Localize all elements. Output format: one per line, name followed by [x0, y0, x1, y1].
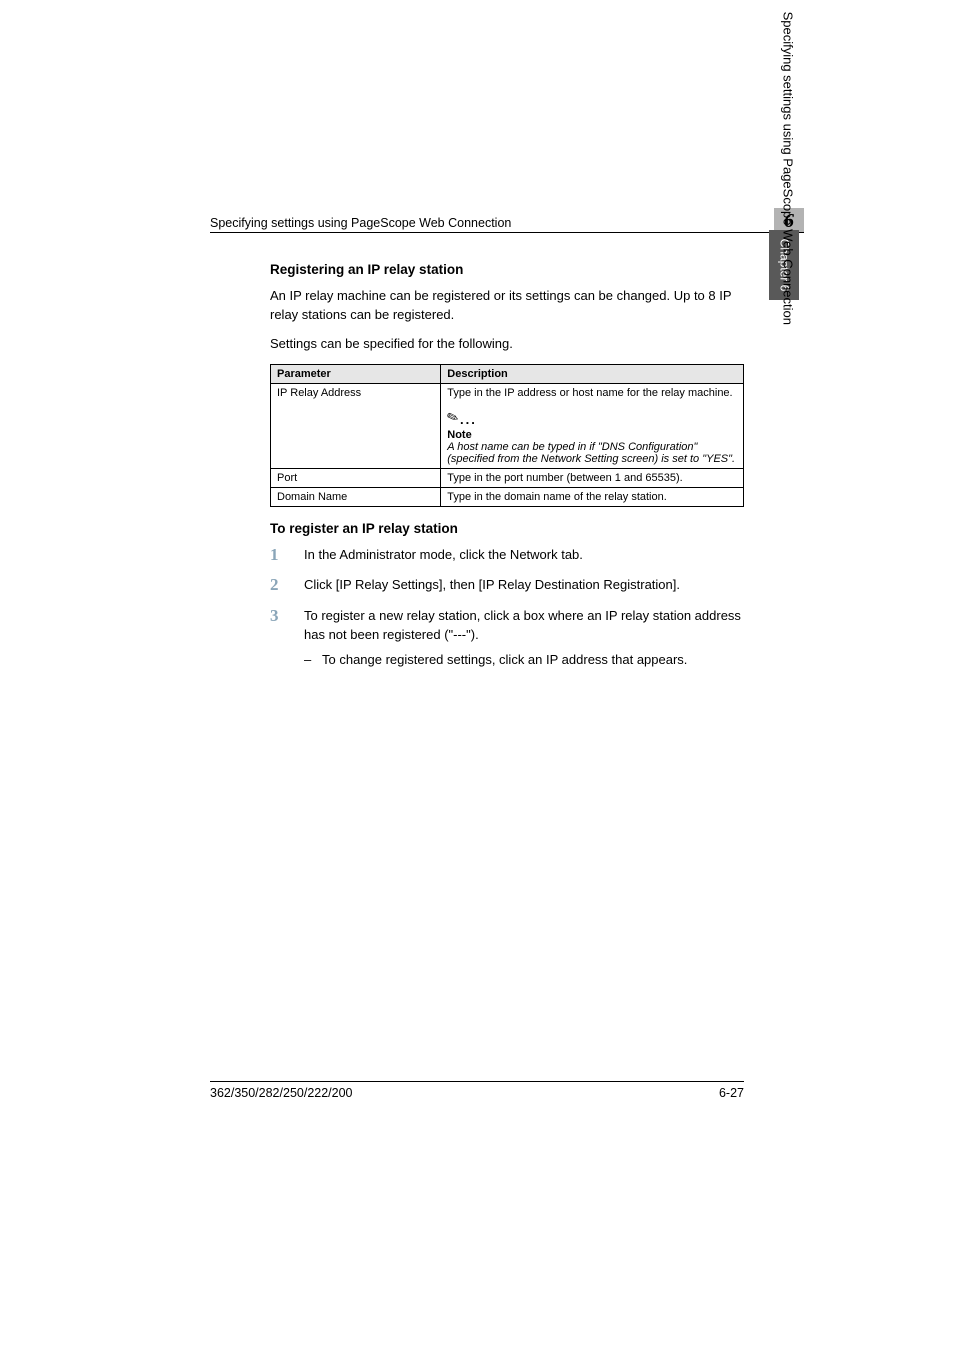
pencil-icon: ✎: [445, 407, 462, 427]
table-header-cell: Description: [441, 364, 744, 383]
step-item: 1 In the Administrator mode, click the N…: [270, 546, 744, 565]
table-row: Port Type in the port number (between 1 …: [271, 468, 744, 487]
step-item: 2 Click [IP Relay Settings], then [IP Re…: [270, 576, 744, 595]
note-dots: ...: [460, 412, 477, 427]
page-footer: 362/350/282/250/222/200 6-27: [210, 1081, 744, 1100]
page: Specifying settings using PageScope Web …: [0, 0, 954, 1350]
cell-text: Type in the IP address or host name for …: [447, 387, 732, 399]
parameter-table: Parameter Description IP Relay Address T…: [270, 364, 744, 507]
step-item: 3 To register a new relay station, click…: [270, 607, 744, 670]
note-block: ✎... Note A host name can be typed in if…: [447, 409, 737, 465]
running-head: Specifying settings using PageScope Web …: [210, 208, 804, 233]
note-title: Note: [447, 429, 737, 441]
steps-list: 1 In the Administrator mode, click the N…: [270, 546, 744, 670]
table-cell: Port: [271, 468, 441, 487]
step-text: To register a new relay station, click a…: [304, 608, 741, 642]
step-text: Click [IP Relay Settings], then [IP Rela…: [304, 577, 680, 592]
step-number: 3: [270, 604, 279, 629]
step-subitem: To change registered settings, click an …: [304, 651, 744, 670]
paragraph: Settings can be specified for the follow…: [270, 335, 744, 354]
table-row: Domain Name Type in the domain name of t…: [271, 487, 744, 506]
running-head-title: Specifying settings using PageScope Web …: [210, 216, 511, 230]
footer-left: 362/350/282/250/222/200: [210, 1086, 353, 1100]
section-heading: To register an IP relay station: [270, 521, 744, 536]
side-running-text: Specifying settings using PageScope Web …: [780, 12, 795, 325]
step-text: In the Administrator mode, click the Net…: [304, 547, 583, 562]
table-header-row: Parameter Description: [271, 364, 744, 383]
table-cell: Domain Name: [271, 487, 441, 506]
section-heading: Registering an IP relay station: [270, 262, 744, 277]
footer-right: 6-27: [719, 1086, 744, 1100]
step-number: 2: [270, 573, 279, 598]
table-cell: IP Relay Address: [271, 383, 441, 468]
table-header-cell: Parameter: [271, 364, 441, 383]
step-number: 1: [270, 543, 279, 568]
table-cell: Type in the port number (between 1 and 6…: [441, 468, 744, 487]
table-cell: Type in the IP address or host name for …: [441, 383, 744, 468]
content-area: Registering an IP relay station An IP re…: [270, 256, 744, 682]
paragraph: An IP relay machine can be registered or…: [270, 287, 744, 325]
note-body: A host name can be typed in if "DNS Conf…: [447, 441, 737, 465]
table-row: IP Relay Address Type in the IP address …: [271, 383, 744, 468]
table-cell: Type in the domain name of the relay sta…: [441, 487, 744, 506]
